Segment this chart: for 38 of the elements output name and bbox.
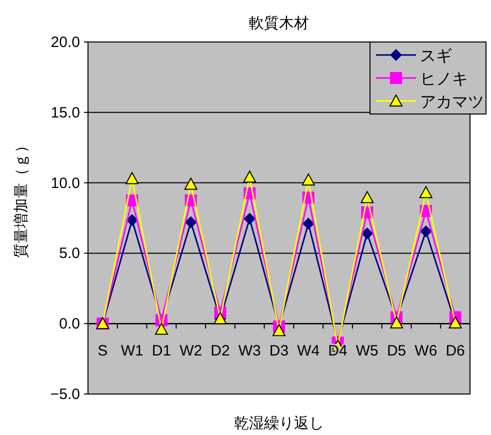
point xyxy=(302,173,315,186)
y-tick-label: 20.0 xyxy=(50,34,80,51)
point xyxy=(126,172,139,184)
x-tick-label: W6 xyxy=(414,342,438,360)
legend-label: スギ xyxy=(420,47,452,65)
y-tick-label: 15.0 xyxy=(50,104,80,122)
point xyxy=(361,227,374,240)
y-tick-label: 5.0 xyxy=(59,245,80,262)
point xyxy=(243,170,256,183)
chart-title: 軟質木材 xyxy=(249,15,309,32)
y-tick-label: 0.0 xyxy=(59,316,80,333)
point xyxy=(302,218,314,230)
x-tick-label: D6 xyxy=(446,342,465,360)
x-tick-label: D1 xyxy=(152,342,172,360)
point xyxy=(272,324,286,336)
point xyxy=(419,186,432,198)
x-tick-label: D3 xyxy=(269,342,289,360)
point xyxy=(390,316,404,328)
x-tick-label: D5 xyxy=(386,342,406,360)
x-axis-title: 乾湿繰り返し xyxy=(234,415,324,432)
y-tick-label: 10.0 xyxy=(50,174,80,192)
point xyxy=(184,178,198,190)
x-tick-label: W1 xyxy=(120,342,144,360)
x-tick-label: S xyxy=(98,342,108,360)
point xyxy=(420,225,432,238)
x-tick-label: W4 xyxy=(297,342,320,360)
y-axis-title: 質量増加量（ｇ） xyxy=(13,138,30,258)
y-tick-label: −5.0 xyxy=(50,386,80,403)
x-tick-label: W2 xyxy=(180,342,202,360)
point xyxy=(244,212,256,225)
point xyxy=(184,216,197,228)
x-tick-label: W3 xyxy=(238,342,261,360)
legend-label: ヒノキ xyxy=(420,71,468,88)
x-tick-label: W5 xyxy=(356,342,378,360)
point xyxy=(360,191,374,204)
legend-label: アカマツ xyxy=(420,94,484,111)
x-tick-label: D2 xyxy=(210,342,230,360)
point xyxy=(154,322,168,335)
